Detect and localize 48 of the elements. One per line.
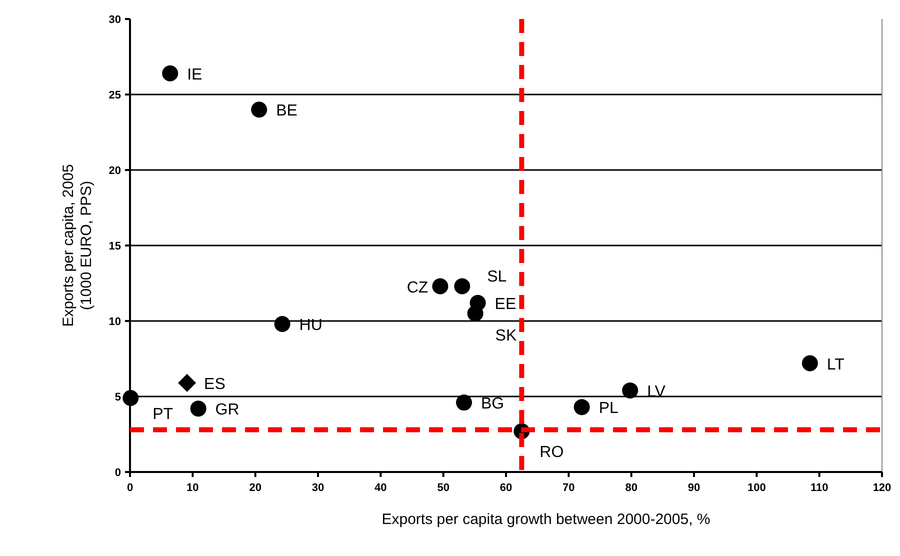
point (467, 305, 484, 322)
point (162, 65, 178, 82)
y-tick-label: 20 (108, 164, 121, 177)
point (622, 382, 638, 398)
x-tick-label: 40 (374, 482, 387, 494)
annotation: BE (276, 102, 298, 120)
x-tick-label: 0 (126, 482, 134, 494)
x-tick-label: 20 (249, 482, 262, 494)
y-tick-label: 30 (108, 14, 121, 26)
y-tick-label: 0 (114, 466, 121, 479)
annotation: PT (152, 406, 174, 424)
point (178, 374, 196, 392)
x-tick-label: 70 (562, 482, 575, 494)
x-tick-label: 90 (688, 482, 700, 494)
point (456, 394, 472, 411)
y-tick-label: 5 (114, 391, 121, 404)
x-tick-label: 100 (747, 482, 766, 494)
x-tick-label: 30 (312, 482, 324, 494)
x-tick-label: 10 (186, 482, 199, 494)
x-tick-label: 60 (500, 482, 512, 494)
y-tick-label: 25 (108, 89, 121, 102)
point (274, 316, 290, 332)
y-axis-title: Exports per capita, 2005 (1000 EURO, PPS) (60, 164, 95, 327)
annotation: PL (598, 400, 618, 418)
annotation: SL (487, 268, 507, 286)
y-tick-label: 15 (108, 240, 121, 252)
point (190, 400, 206, 417)
annotation: EE (494, 296, 516, 313)
y-tick-label: 10 (108, 316, 121, 328)
point (802, 355, 818, 372)
point (432, 278, 448, 294)
annotation: BG (481, 396, 504, 413)
annotation: LT (826, 356, 845, 374)
point (454, 278, 470, 294)
annotation: CZ (406, 279, 428, 296)
point (574, 399, 590, 416)
annotation: ES (204, 376, 226, 393)
point (251, 102, 268, 118)
x-axis-title: Exports per capita growth between 2000-2005, % (382, 511, 710, 528)
point (122, 390, 139, 406)
x-tick-label: 110 (810, 482, 828, 494)
x-tick-label: 120 (872, 482, 892, 494)
annotation: IE (187, 66, 202, 84)
annotation: SK (495, 327, 517, 344)
annotation: RO (540, 444, 564, 462)
annotation: GR (215, 402, 240, 419)
x-tick-label: 50 (437, 482, 450, 494)
x-tick-label: 80 (625, 482, 638, 494)
